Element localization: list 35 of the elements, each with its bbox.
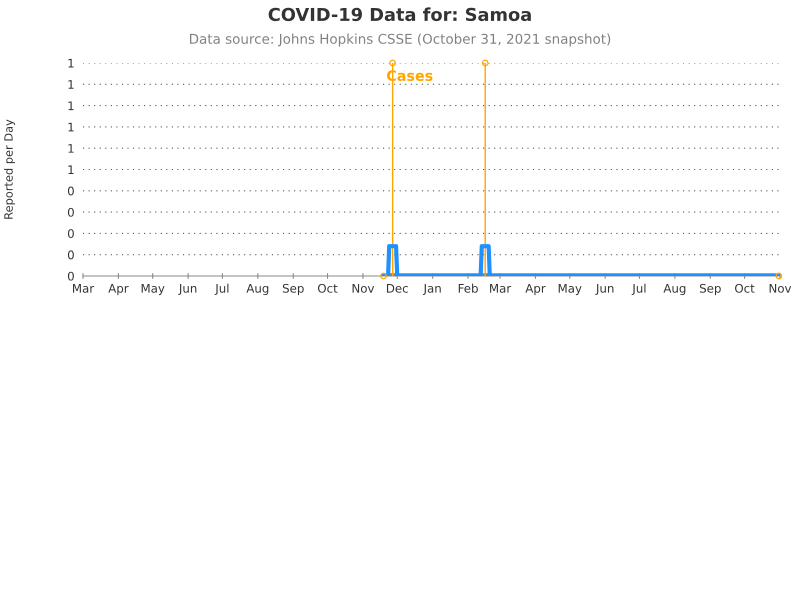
y-tick-label: 1 xyxy=(68,165,74,174)
y-tick-label: 0 xyxy=(68,186,74,196)
x-tick-label: Oct xyxy=(735,284,754,293)
y-tick-label: 1 xyxy=(68,80,74,89)
x-tick-label: Jul xyxy=(214,284,228,295)
x-tick-label: Aug xyxy=(663,284,686,296)
y-tick-label: 1 xyxy=(68,144,74,153)
x-tick-label: May xyxy=(558,284,582,296)
y-tick-label: 0 xyxy=(68,250,74,260)
x-tick-label: Jul xyxy=(632,284,646,295)
x-tick-label: Dec xyxy=(386,284,408,293)
y-tick-label: 0 xyxy=(68,272,74,281)
x-tick-label: Apr xyxy=(108,284,129,296)
x-tick-label: Nov xyxy=(770,284,792,293)
y-tick-label: 0 xyxy=(68,208,74,217)
x-tick-label: Jan xyxy=(422,284,441,295)
x-tick-label: Nov xyxy=(352,284,374,293)
x-tick-label: May xyxy=(142,284,165,296)
x-tick-label: Apr xyxy=(525,284,546,296)
y-axis-title: Reported per Day xyxy=(4,120,15,219)
y-tick-label: 0 xyxy=(68,229,74,238)
chart-title: COVID-19 Data for: Samoa xyxy=(268,7,531,22)
y-tick-label: 1 xyxy=(68,101,74,110)
x-tick-label: Sep xyxy=(700,284,721,296)
x-tick-label: Mar xyxy=(73,284,94,293)
chart-subtitle: Data source: Johns Hopkins CSSE (October 31, 2021 snapshot) xyxy=(190,33,610,47)
x-tick-label: Feb xyxy=(458,284,478,293)
x-tick-label: Mar xyxy=(490,284,512,293)
x-tick-label: Aug xyxy=(246,284,268,296)
x-tick-label: Jun xyxy=(178,284,196,295)
y-tick-label: 1 xyxy=(68,58,74,68)
x-tick-label: Jun xyxy=(595,284,614,295)
x-tick-label: Oct xyxy=(318,284,338,293)
x-tick-label: Sep xyxy=(282,284,304,296)
y-tick-label: 1 xyxy=(68,122,74,132)
